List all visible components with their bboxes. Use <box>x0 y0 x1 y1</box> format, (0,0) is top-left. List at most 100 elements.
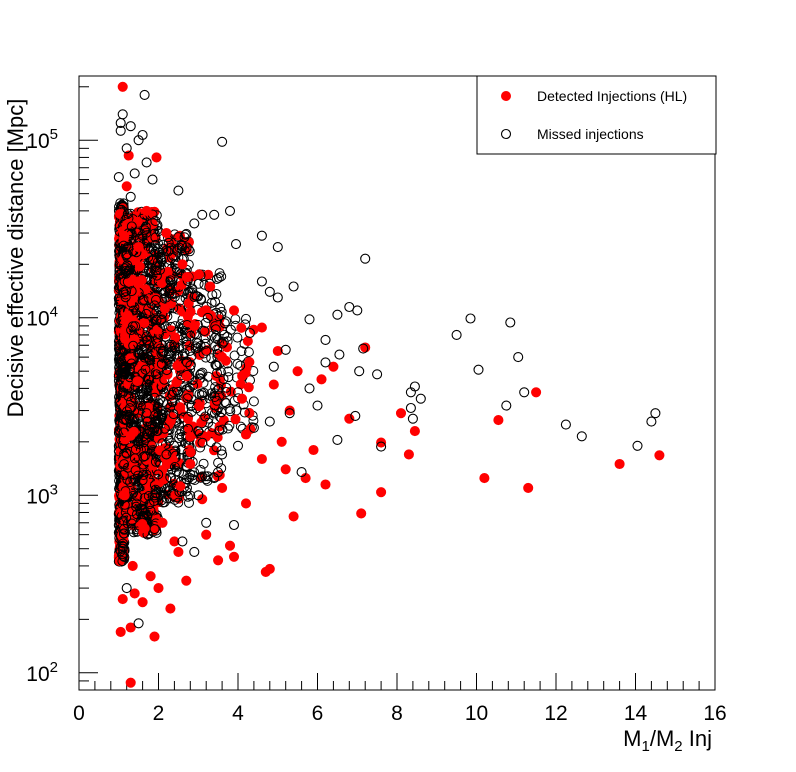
cloud-missed-point <box>152 404 163 414</box>
y-tick-label: 104 <box>26 304 58 331</box>
missed-injection-point <box>352 305 363 316</box>
cloud-missed-point <box>241 313 251 324</box>
missed-injection-point <box>201 517 212 528</box>
detected-injection-point <box>523 482 534 493</box>
x-tick-label: 0 <box>73 702 85 725</box>
missed-injection-point <box>372 369 383 380</box>
cloud-missed-point <box>185 330 196 341</box>
cloud-missed-point <box>161 245 172 256</box>
cloud-missed-point <box>180 229 191 240</box>
missed-injection-point <box>147 174 158 185</box>
cloud-missed-point <box>131 509 142 520</box>
detected-injection-point <box>531 387 542 398</box>
detected-injection-point <box>117 594 128 605</box>
cloud-missed-point <box>151 270 162 281</box>
cloud-missed-point <box>195 464 206 475</box>
cloud-missed-point <box>198 458 209 469</box>
cloud-missed-point <box>139 493 150 503</box>
cloud-missed-point <box>172 243 183 254</box>
cloud-missed-point <box>197 388 207 399</box>
cloud-missed-point <box>149 300 160 311</box>
cloud-missed-point <box>156 495 167 506</box>
cloud-missed-point <box>124 403 135 414</box>
cloud-missed-point <box>163 348 174 359</box>
cloud-missed-point <box>166 288 177 299</box>
missed-injection-point <box>193 490 204 501</box>
missed-injection-point <box>224 205 236 216</box>
detected-injection-point <box>268 379 279 390</box>
legend-label-detected: Detected Injections (HL) <box>537 88 687 104</box>
missed-injection-point <box>141 157 152 168</box>
cloud-missed-point <box>199 326 210 336</box>
legend-marker-missed <box>500 128 512 140</box>
detected-injection-point <box>240 429 252 440</box>
missed-injection-point <box>296 467 307 478</box>
cloud-missed-point <box>126 221 137 232</box>
cloud-missed-point <box>193 426 204 437</box>
cloud-detected-point <box>244 357 255 367</box>
cloud-missed-point <box>144 340 155 351</box>
cloud-missed-point <box>216 445 227 456</box>
cloud-missed-point <box>119 523 130 534</box>
missed-injection-point <box>405 402 416 414</box>
detected-injection-point <box>217 482 228 493</box>
cloud-detected-point <box>181 272 192 283</box>
cloud-missed-point <box>235 360 246 371</box>
cloud-missed-point <box>151 314 162 325</box>
cloud-missed-point <box>197 367 208 378</box>
cloud-missed-point <box>152 338 163 349</box>
cloud-missed-point <box>219 318 230 329</box>
cloud-missed-point <box>150 232 161 243</box>
cloud-missed-point <box>200 411 211 422</box>
cloud-missed-point <box>210 341 221 352</box>
detected-injection-point <box>137 597 148 608</box>
missed-injection-point <box>513 352 524 363</box>
cloud-detected-point <box>230 414 241 425</box>
detected-injection-point <box>395 408 407 419</box>
detected-injection-point <box>133 242 144 253</box>
detected-injection-point <box>228 551 240 562</box>
missed-injection-point <box>264 286 275 297</box>
cloud-missed-point <box>145 505 156 516</box>
cloud-missed-point <box>154 265 165 275</box>
cloud-missed-point <box>224 420 235 431</box>
cloud-detected-point <box>155 445 165 456</box>
cloud-missed-point <box>214 268 225 279</box>
detected-injection-point <box>276 436 287 447</box>
cloud-missed-point <box>221 316 231 327</box>
cloud-missed-point <box>154 247 165 258</box>
missed-injection-point <box>268 361 279 372</box>
missed-injection-point <box>230 239 242 250</box>
cloud-missed-point <box>150 488 161 499</box>
cloud-missed-point <box>150 416 161 427</box>
cloud-missed-point <box>213 467 223 478</box>
missed-injection-point <box>197 209 208 220</box>
cloud-missed-point <box>139 451 150 462</box>
cloud-missed-point <box>133 348 144 359</box>
detected-injection-point <box>181 575 192 586</box>
missed-injection-point <box>560 419 571 430</box>
cloud-missed-point <box>165 275 176 286</box>
missed-injection-point <box>350 410 361 421</box>
missed-injection-point <box>332 309 343 320</box>
cloud-missed-point <box>149 524 160 535</box>
detected-injection-point <box>129 588 140 599</box>
cloud-detected-point <box>185 306 196 317</box>
axis-ticks <box>78 86 716 691</box>
cloud-missed-point <box>202 471 213 482</box>
cloud-missed-point <box>123 391 134 402</box>
cloud-missed-point <box>212 344 223 355</box>
cloud-missed-point <box>167 389 178 400</box>
cloud-missed-point <box>166 339 177 350</box>
missed-injection-point <box>280 344 291 355</box>
cloud-missed-point <box>144 499 155 510</box>
cloud-missed-point <box>167 397 178 408</box>
cloud-missed-point <box>213 457 224 468</box>
cloud-missed-point <box>122 208 133 219</box>
cloud-missed-point <box>184 497 194 508</box>
detected-injection-point <box>197 494 208 505</box>
detected-injection-point <box>145 571 156 582</box>
missed-injection-point <box>209 473 220 484</box>
missed-injection-point <box>129 168 140 179</box>
cloud-missed-point <box>248 396 259 407</box>
